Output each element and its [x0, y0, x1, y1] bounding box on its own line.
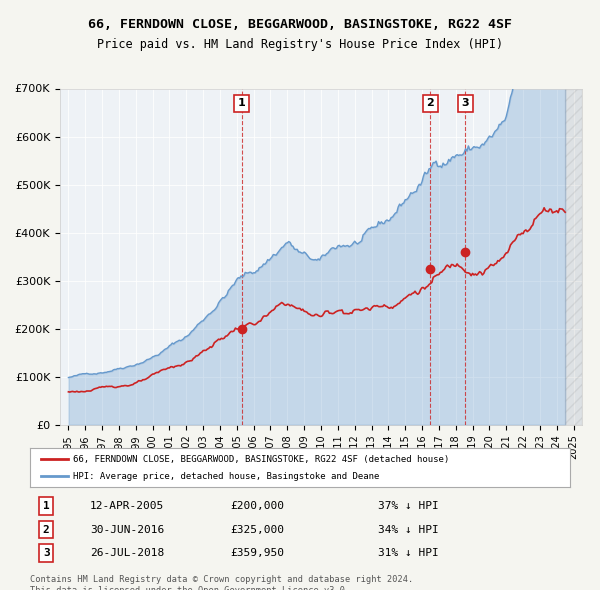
Text: 3: 3 [43, 548, 50, 558]
Text: 1: 1 [238, 98, 245, 108]
Text: 26-JUL-2018: 26-JUL-2018 [90, 548, 164, 558]
Text: £200,000: £200,000 [230, 501, 284, 511]
Text: 66, FERNDOWN CLOSE, BEGGARWOOD, BASINGSTOKE, RG22 4SF: 66, FERNDOWN CLOSE, BEGGARWOOD, BASINGST… [88, 18, 512, 31]
Text: 30-JUN-2016: 30-JUN-2016 [90, 525, 164, 535]
Text: 1: 1 [43, 501, 50, 511]
Text: 2: 2 [43, 525, 50, 535]
Text: Price paid vs. HM Land Registry's House Price Index (HPI): Price paid vs. HM Land Registry's House … [97, 38, 503, 51]
Text: 2: 2 [427, 98, 434, 108]
Text: HPI: Average price, detached house, Basingstoke and Deane: HPI: Average price, detached house, Basi… [73, 471, 380, 480]
Text: 66, FERNDOWN CLOSE, BEGGARWOOD, BASINGSTOKE, RG22 4SF (detached house): 66, FERNDOWN CLOSE, BEGGARWOOD, BASINGST… [73, 455, 449, 464]
Text: 3: 3 [461, 98, 469, 108]
Bar [565, 88, 582, 425]
Text: 12-APR-2005: 12-APR-2005 [90, 501, 164, 511]
Text: 37% ↓ HPI: 37% ↓ HPI [377, 501, 439, 511]
Text: Contains HM Land Registry data © Crown copyright and database right 2024.
This d: Contains HM Land Registry data © Crown c… [30, 575, 413, 590]
Text: £325,000: £325,000 [230, 525, 284, 535]
Text: 34% ↓ HPI: 34% ↓ HPI [377, 525, 439, 535]
Text: £359,950: £359,950 [230, 548, 284, 558]
Text: 31% ↓ HPI: 31% ↓ HPI [377, 548, 439, 558]
